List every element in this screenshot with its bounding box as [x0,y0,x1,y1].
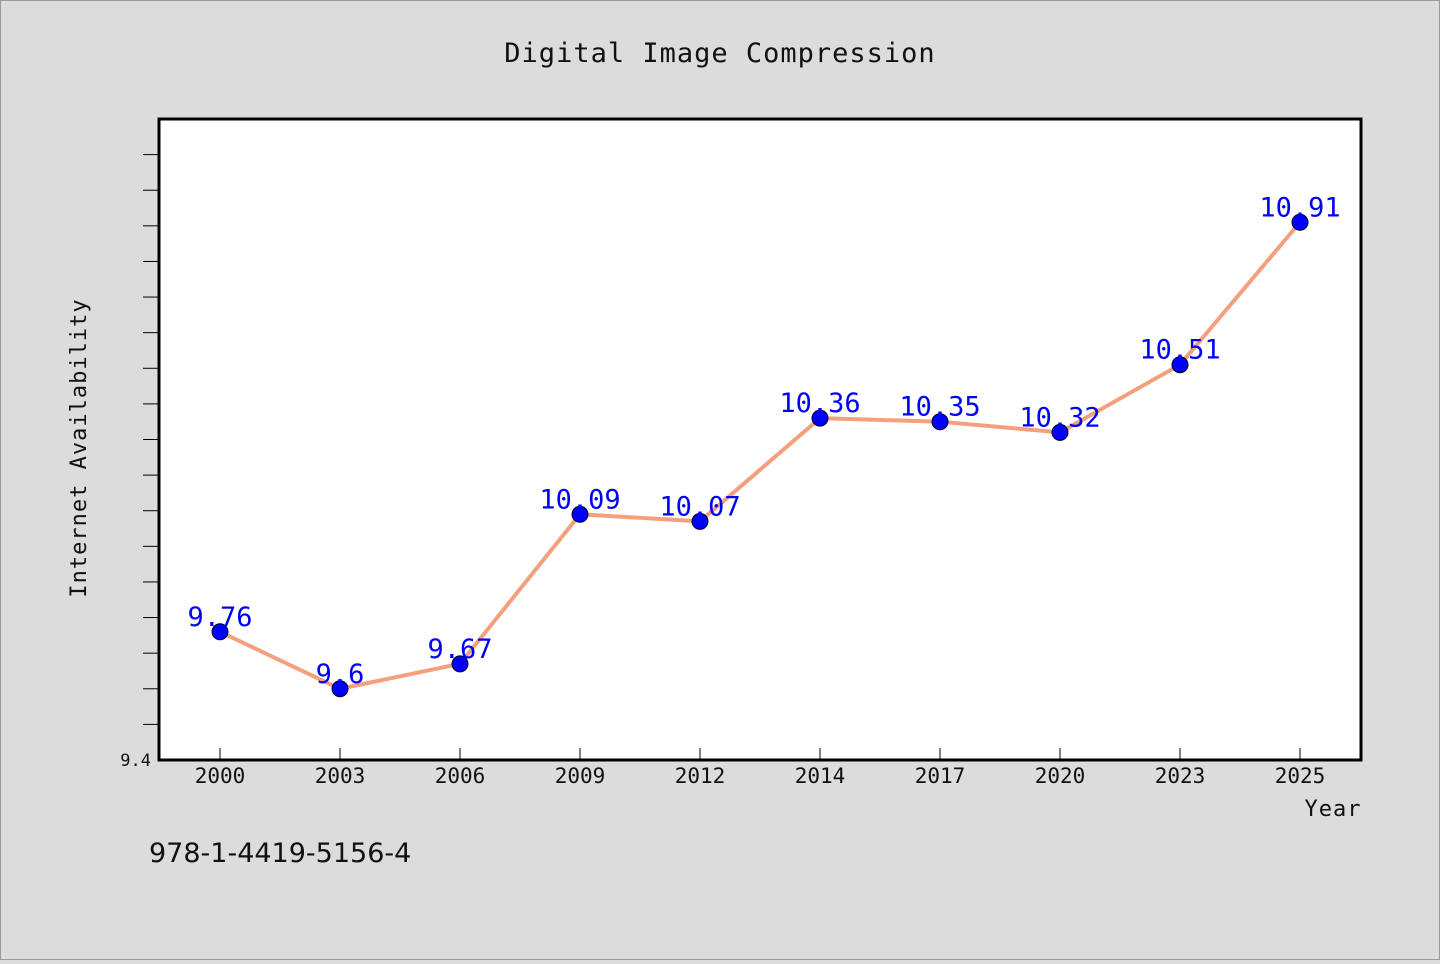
data-point [1171,356,1189,374]
data-point [811,409,829,427]
y-tick-label: 9.4 [120,751,151,771]
data-point [691,512,709,530]
data-label: 10.51 [1139,335,1220,366]
data-label: 10.09 [539,484,620,515]
plot-area [159,119,1361,760]
data-label: 10.36 [779,388,860,419]
series-markers [211,213,1309,698]
data-label: 9.76 [187,602,252,633]
series-line [219,220,1302,691]
x-axis-ticks: 2000 2003 2006 2009 2012 2014 2017 2020 2023 2025 [195,748,1326,788]
isbn-label: 978-1-4419-5156-4 [149,838,411,869]
x-tick-label: 2003 [315,764,366,788]
y-axis-label: Internet Availability [67,298,92,597]
data-label: 9.6 [316,659,365,690]
chart-title: Digital Image Compression [504,38,935,69]
x-tick-label: 2023 [1155,764,1206,788]
y-axis-ticks: 9.4 [120,154,159,771]
data-point [451,655,469,673]
data-point [1051,423,1069,441]
x-tick-label: 2025 [1275,764,1326,788]
data-label: 10.35 [899,392,980,423]
x-tick-label: 2012 [675,764,726,788]
x-tick-label: 2000 [195,764,246,788]
x-tick-label: 2006 [435,764,486,788]
data-label: 10.07 [659,491,740,522]
data-point [571,505,589,523]
data-point [931,413,949,431]
data-point [1291,213,1309,231]
data-point [211,623,229,641]
data-point [331,680,349,698]
data-labels: 9.76 9.6 9.67 10.09 10.07 10.36 10.35 10.32 10.5… [187,192,1340,690]
data-label: 10.32 [1019,402,1100,433]
data-label: 10.91 [1259,192,1340,223]
x-tick-label: 2017 [915,764,966,788]
x-tick-label: 2014 [795,764,846,788]
series-line-group [219,220,1302,691]
plot-border [157,117,1363,762]
x-axis-label: Year [1305,797,1362,822]
x-tick-label: 2009 [555,764,606,788]
x-tick-label: 2020 [1035,764,1086,788]
data-label: 9.67 [427,634,492,665]
